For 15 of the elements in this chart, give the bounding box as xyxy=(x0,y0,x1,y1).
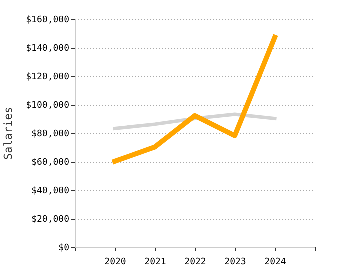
y-tick-label: $120,000 xyxy=(26,72,70,82)
y-axis-title: Salaries xyxy=(2,107,16,160)
x-tick-label: 2020 xyxy=(104,258,126,268)
y-tick-label: $20,000 xyxy=(32,215,70,225)
y-tick-label: $60,000 xyxy=(32,158,70,168)
y-tick-label: $40,000 xyxy=(32,186,70,196)
y-tick-label: $100,000 xyxy=(26,101,70,111)
x-tick-label: 2024 xyxy=(264,258,286,268)
y-tick-label: $0 xyxy=(58,244,70,254)
y-tick-label: $80,000 xyxy=(32,130,70,140)
x-tick-label: 2023 xyxy=(224,258,246,268)
x-tick-label: 2021 xyxy=(144,258,166,268)
x-tick-label: 2022 xyxy=(184,258,206,268)
y-tick-label: $160,000 xyxy=(26,16,70,26)
y-tick-label: $140,000 xyxy=(26,44,70,54)
